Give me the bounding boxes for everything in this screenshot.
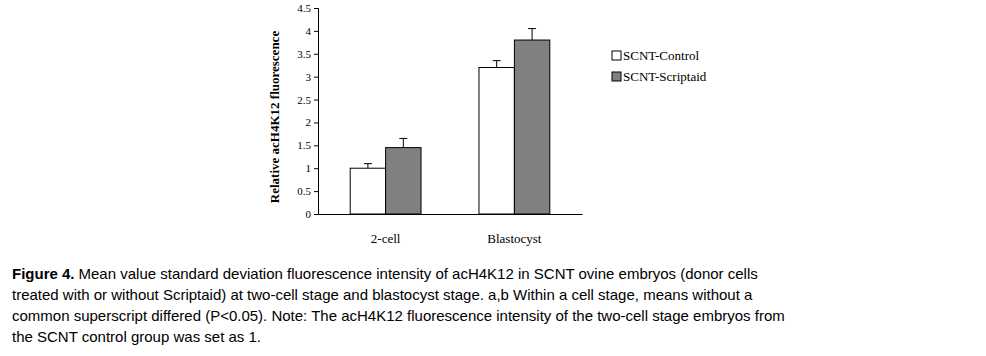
plot-area [350, 29, 550, 214]
error-stem [532, 29, 533, 40]
y-axis-title: Relative acH4K12 fluorescence [267, 31, 282, 204]
tick-mark [314, 8, 318, 9]
tick-label: 0.5 [297, 185, 311, 197]
tick: 4.5 [297, 2, 318, 14]
error-cap [399, 138, 407, 139]
tick-label: 2-cell [371, 231, 401, 246]
tick-label: 4 [306, 25, 312, 37]
tick: Blastocyst [487, 231, 542, 246]
legend-swatch [612, 72, 621, 81]
tick: 3 [306, 71, 319, 83]
legend-label: SCNT-Scriptaid [623, 69, 707, 84]
tick-label: 2.5 [297, 94, 311, 106]
error-bar [528, 29, 536, 40]
legend-label: SCNT-Control [623, 48, 699, 63]
tick-label: 1.5 [297, 139, 311, 151]
tick: 2-cell [371, 231, 401, 246]
bar-series [386, 29, 550, 214]
legend-item: SCNT-Control [612, 48, 699, 63]
legend-item: SCNT-Scriptaid [612, 69, 707, 84]
tick: 2.5 [297, 94, 318, 106]
bar [350, 168, 385, 214]
y-axis: 0 0.5 1 1.5 2 2.5 3 3.5 4 4.5 [297, 2, 318, 220]
error-bar [399, 138, 407, 147]
tick-label: 4.5 [297, 2, 311, 14]
caption-line: Figure 4.Mean value standard deviation f… [12, 265, 758, 282]
tick-mark [314, 100, 318, 101]
bar [386, 148, 421, 214]
tick: 1 [306, 162, 319, 174]
tick-label: 3 [306, 71, 312, 83]
bar-series [350, 61, 514, 214]
tick-label: 2 [306, 116, 312, 128]
tick: 0 [306, 208, 319, 220]
tick: 4 [306, 25, 319, 37]
tick-mark [314, 168, 318, 169]
bar [479, 68, 514, 214]
tick-label: 3.5 [297, 48, 311, 60]
error-cap [364, 163, 372, 164]
tick-label: 0 [306, 208, 312, 220]
tick-mark [314, 191, 318, 192]
tick-mark [314, 54, 318, 55]
axis-line [314, 9, 319, 215]
x-axis: 2-cell Blastocyst [319, 215, 583, 247]
tick: 1.5 [297, 139, 318, 151]
tick-mark [314, 31, 318, 32]
caption-line: the SCNT control group was set as 1. [12, 328, 261, 345]
tick: 2 [306, 116, 319, 128]
tick-label: 1 [306, 162, 312, 174]
chart: 0 0.5 1 1.5 2 2.5 3 3.5 4 4.5 2-cell Blastocyst Rela… [0, 0, 986, 356]
legend: SCNT-Control SCNT-Scriptaid [612, 48, 707, 84]
tick-mark [314, 77, 318, 78]
error-cap [528, 28, 536, 29]
legend-swatch [612, 51, 621, 60]
tick-mark [314, 145, 318, 146]
tick: 3.5 [297, 48, 318, 60]
tick-mark [314, 122, 318, 123]
axis-line [319, 214, 583, 215]
error-stem [367, 164, 368, 169]
error-bar [493, 61, 501, 68]
error-cap [493, 60, 501, 61]
caption-text: Mean value standard deviation fluorescen… [79, 265, 758, 282]
tick: 0.5 [297, 185, 318, 197]
caption-line: treated with or without Scriptaid) at tw… [12, 286, 753, 303]
tick-label: Blastocyst [487, 231, 542, 246]
error-stem [496, 61, 497, 68]
caption-line: common superscript differed (P<0.05). No… [12, 307, 785, 324]
error-bar [364, 164, 372, 169]
caption: Figure 4.Mean value standard deviation f… [12, 265, 785, 345]
error-stem [403, 138, 404, 147]
caption-label: Figure 4. [12, 265, 75, 282]
tick-mark [314, 214, 318, 215]
bar [514, 40, 549, 214]
